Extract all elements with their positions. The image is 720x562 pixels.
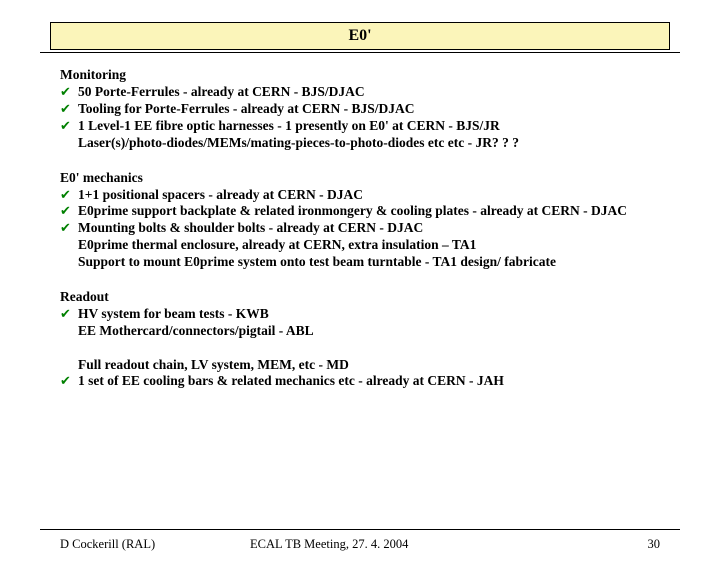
check-icon: ✔	[60, 373, 78, 389]
check-icon: ✔	[60, 187, 78, 203]
slide-title: E0'	[348, 27, 371, 44]
list-item: ✔1+1 positional spacers - already at CER…	[60, 187, 660, 204]
section-heading: Monitoring	[60, 67, 660, 83]
section-heading: E0' mechanics	[60, 170, 660, 186]
item-text: E0prime thermal enclosure, already at CE…	[78, 237, 660, 254]
item-text: Support to mount E0prime system onto tes…	[78, 254, 660, 271]
list-item	[60, 340, 660, 357]
footer-author: D Cockerill (RAL)	[60, 537, 250, 552]
item-text: 50 Porte-Ferrules - already at CERN - BJ…	[78, 84, 660, 101]
item-text: 1 set of EE cooling bars & related mecha…	[78, 373, 660, 390]
list-item: E0prime thermal enclosure, already at CE…	[60, 237, 660, 254]
item-text: 1+1 positional spacers - already at CERN…	[78, 187, 660, 204]
list-item: ✔1 Level-1 EE fibre optic harnesses - 1 …	[60, 118, 660, 135]
item-text: Tooling for Porte-Ferrules - already at …	[78, 101, 660, 118]
item-text: Mounting bolts & shoulder bolts - alread…	[78, 220, 660, 237]
check-icon: ✔	[60, 118, 78, 134]
list-item: ✔Mounting bolts & shoulder bolts - alrea…	[60, 220, 660, 237]
check-icon: ✔	[60, 306, 78, 322]
spacer	[60, 271, 660, 281]
list-item: EE Mothercard/connectors/pigtail - ABL	[60, 323, 660, 340]
footer-page: 30	[648, 537, 661, 552]
list-item: Full readout chain, LV system, MEM, etc …	[60, 357, 660, 374]
check-icon: ✔	[60, 101, 78, 117]
list-item: ✔1 set of EE cooling bars & related mech…	[60, 373, 660, 390]
item-text: Full readout chain, LV system, MEM, etc …	[78, 357, 660, 374]
content-area: Monitoring ✔50 Porte-Ferrules - already …	[0, 53, 720, 390]
list-item: Support to mount E0prime system onto tes…	[60, 254, 660, 271]
footer: D Cockerill (RAL) ECAL TB Meeting, 27. 4…	[0, 537, 720, 552]
item-text: E0prime support backplate & related iron…	[78, 203, 660, 220]
spacer	[60, 152, 660, 162]
list-item: ✔50 Porte-Ferrules - already at CERN - B…	[60, 84, 660, 101]
rule-bottom	[40, 529, 680, 530]
list-item: ✔Tooling for Porte-Ferrules - already at…	[60, 101, 660, 118]
check-icon: ✔	[60, 203, 78, 219]
section-heading: Readout	[60, 289, 660, 305]
item-text: HV system for beam tests - KWB	[78, 306, 660, 323]
check-icon: ✔	[60, 220, 78, 236]
footer-meeting: ECAL TB Meeting, 27. 4. 2004	[250, 537, 648, 552]
item-text	[78, 340, 660, 357]
list-item: Laser(s)/photo-diodes/MEMs/mating-pieces…	[60, 135, 660, 152]
title-bar: E0'	[50, 22, 670, 50]
check-icon: ✔	[60, 84, 78, 100]
item-text: EE Mothercard/connectors/pigtail - ABL	[78, 323, 660, 340]
list-item: ✔E0prime support backplate & related iro…	[60, 203, 660, 220]
item-text: Laser(s)/photo-diodes/MEMs/mating-pieces…	[78, 135, 660, 152]
list-item: ✔HV system for beam tests - KWB	[60, 306, 660, 323]
item-text: 1 Level-1 EE fibre optic harnesses - 1 p…	[78, 118, 660, 135]
